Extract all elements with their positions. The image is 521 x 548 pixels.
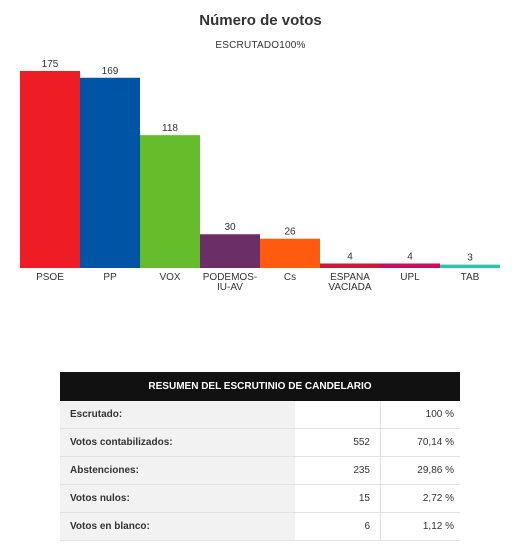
chart-title: Número de votos	[199, 12, 322, 29]
bar	[80, 77, 140, 268]
bar	[140, 135, 200, 268]
category-label-line: VOX	[159, 272, 180, 283]
summary-row-divider	[380, 401, 381, 428]
category-label-line: Cs	[284, 272, 296, 283]
bar-value-label: 175	[42, 59, 59, 70]
summary-row-count: 235	[353, 465, 370, 476]
summary-row-divider	[380, 485, 381, 512]
category-label: TAB	[461, 272, 480, 283]
category-label: ESPANA VACIADA	[328, 272, 371, 293]
category-label-line: PODEMOS-	[203, 272, 257, 283]
bar-value-label: 26	[284, 227, 296, 238]
summary-title: RESUMEN DEL ESCRUTINIO DE CANDELARIO	[60, 372, 460, 401]
summary-row: Abstenciones: 235 29,86 %	[60, 457, 460, 485]
category-label: PODEMOS-IU-AV	[203, 272, 257, 293]
summary-row-percent: 2,72 %	[422, 493, 454, 504]
summary-row-label: Votos nulos:	[60, 485, 295, 512]
category-label-line: PSOE	[36, 272, 64, 283]
bar	[440, 264, 500, 268]
summary-row-percent: 29,86 %	[417, 465, 454, 476]
bar-value-label: 30	[224, 222, 236, 233]
bar-value-label: 3	[467, 253, 473, 264]
category-label-line: VACIADA	[328, 282, 371, 293]
category-label: PSOE	[36, 272, 64, 283]
bar-value-label: 4	[407, 251, 413, 262]
category-label-line: ESPANA	[330, 272, 370, 283]
summary-row-count: 552	[353, 437, 370, 448]
category-label: Cs	[284, 272, 296, 283]
bar-value-label: 169	[102, 66, 119, 77]
summary-row-count: 15	[358, 493, 370, 504]
summary-row-label: Escrutado:	[60, 401, 295, 428]
bar-chart: 175 PSOE 169 PP 118 VOX 30 PODEMOS-IU-AV 26 Cs 4 ES…	[20, 59, 500, 293]
summary-table: RESUMEN DEL ESCRUTINIO DE CANDELARIO Esc…	[60, 372, 460, 541]
summary-row-percent: 1,12 %	[422, 521, 454, 532]
bar	[260, 238, 320, 268]
summary-row-percent: 100 %	[425, 409, 454, 420]
bar	[20, 71, 80, 268]
bar-value-label: 118	[162, 123, 178, 134]
summary-rows: Escrutado: 100 % Votos contabilizados: 552 7…	[60, 401, 460, 541]
bar-value-label: 4	[347, 251, 353, 262]
chart-subtitle: ESCRUTADO100%	[215, 40, 306, 51]
bar	[320, 263, 380, 268]
summary-row: Escrutado: 100 %	[60, 401, 460, 429]
summary-row: Votos nulos: 15 2,72 %	[60, 485, 460, 513]
summary-row: Votos contabilizados: 552 70,14 %	[60, 429, 460, 457]
bar	[380, 263, 440, 268]
category-label: UPL	[400, 272, 420, 283]
summary-row-divider	[380, 513, 381, 540]
bar	[200, 234, 260, 268]
category-label: PP	[103, 272, 117, 283]
summary-row-label: Abstenciones:	[60, 457, 295, 484]
category-label-line: PP	[103, 272, 117, 283]
summary-row-divider	[380, 457, 381, 484]
category-label-line: IU-AV	[217, 282, 243, 293]
summary-row-label: Votos en blanco:	[60, 513, 295, 540]
summary-row-divider	[380, 429, 381, 456]
category-label-line: TAB	[461, 272, 480, 283]
category-label: VOX	[159, 272, 180, 283]
category-label-line: UPL	[400, 272, 420, 283]
summary-row-count: 6	[364, 521, 370, 532]
summary-row-label: Votos contabilizados:	[60, 429, 295, 456]
summary-row-percent: 70,14 %	[417, 437, 454, 448]
summary-row: Votos en blanco: 6 1,12 %	[60, 513, 460, 541]
